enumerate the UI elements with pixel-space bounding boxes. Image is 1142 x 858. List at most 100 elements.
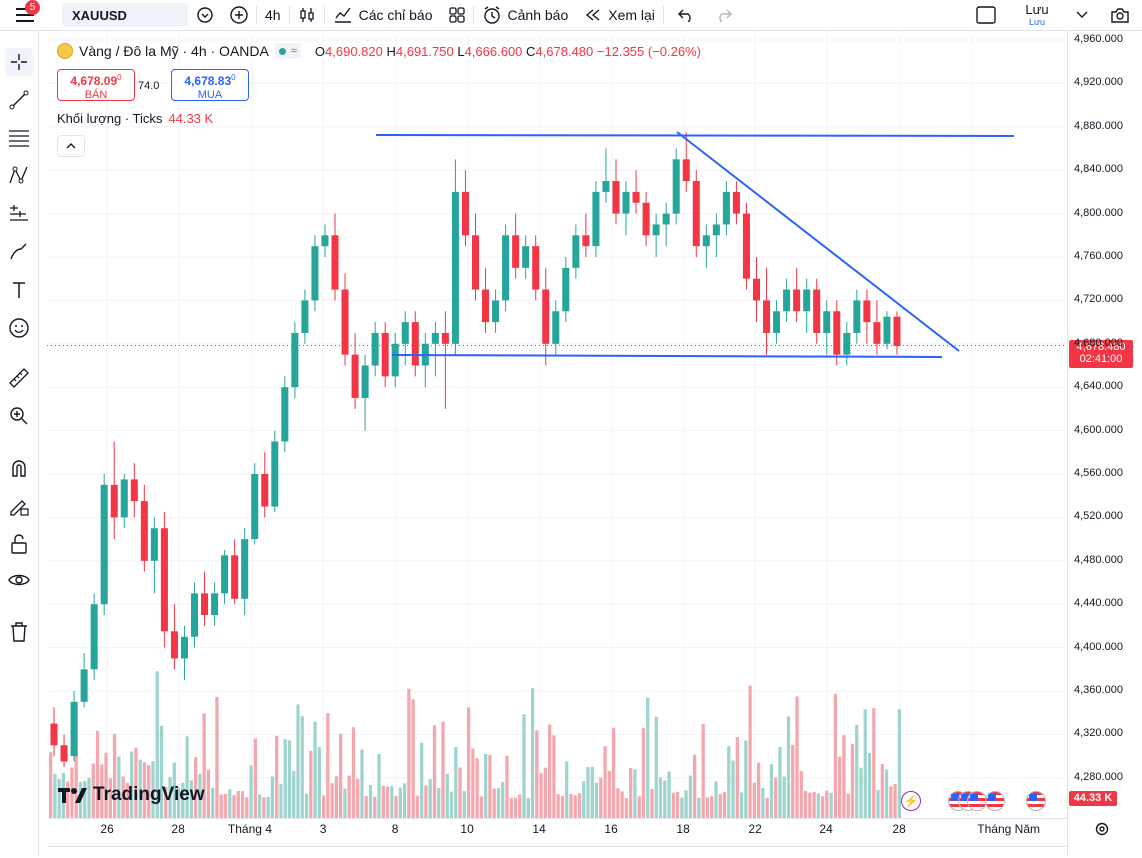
layout-button[interactable] [968,0,1004,30]
hamburger-menu-button[interactable]: 5 [0,0,50,30]
volume-bar [846,793,850,818]
replay-label: Xem lại [608,7,655,23]
volume-bar [484,753,488,818]
volume-bar [543,767,548,818]
buy-label: MUA [197,89,223,101]
brush-icon [10,243,27,260]
volume-bar [194,757,198,818]
time-axis-label: 22 [748,822,762,836]
volume-bar [535,730,539,818]
collapse-legend-button[interactable] [57,135,85,157]
interval-button[interactable]: 4h [257,0,289,30]
volume-bar [658,777,663,818]
time-axis-label: 16 [604,822,618,836]
candle-body [793,289,801,312]
volume-bar [343,788,347,818]
time-axis-label: 8 [391,822,399,836]
volume-bar [240,791,245,818]
candle-body [863,300,871,323]
volume-bar [744,740,748,818]
volume-bar [181,782,185,818]
lock-tool[interactable] [5,530,33,558]
price-axis-label: 4,720.000 [1074,293,1123,306]
compare-button[interactable] [188,0,222,30]
redo-button[interactable] [708,0,740,30]
candle-body [722,191,730,225]
volume-bar [637,796,641,818]
chart-settings-button[interactable] [1094,821,1110,840]
sell-label: BÁN [84,89,108,101]
volume-bar [373,796,377,818]
last-price-value: 4,678.480 [1076,341,1126,353]
buy-button[interactable]: 4,678.830 MUA [171,69,249,101]
trendline-tool[interactable] [5,86,33,114]
volume-bar [164,786,168,818]
price-axis-label: 4,800.000 [1074,206,1123,219]
price-axis[interactable] [1067,31,1142,857]
brush-tool[interactable] [5,238,33,266]
alert-button[interactable]: Cảnh báo [474,0,577,30]
resistance-line [375,134,1015,137]
volume-bar [449,791,454,818]
hide-tool[interactable] [5,566,33,594]
candle-body [401,322,409,344]
toolbar-divider [472,6,474,24]
save-options-button[interactable] [1068,0,1096,30]
market-status-badge[interactable]: ≈ [274,43,301,59]
volume-bar [441,721,445,818]
volume-bar [420,742,424,818]
candle-body [471,235,480,290]
volume-bar [838,756,842,818]
volume-bar [266,796,270,818]
snapshot-button[interactable] [1102,0,1138,30]
symbol-search-button[interactable]: XAUUSD [62,3,188,27]
templates-button[interactable] [441,0,473,30]
volume-bar [381,785,385,818]
sell-button[interactable]: 4,678.090 BÁN [57,69,135,101]
save-button[interactable]: Lưu Lưu [1012,0,1062,30]
candle-body [732,191,740,214]
tradingview-logo-icon [58,788,87,803]
volume-bar [795,696,799,818]
economic-event-flag[interactable] [967,791,987,811]
candle-body [361,365,369,399]
undo-button[interactable] [664,0,708,30]
chart-type-button[interactable] [290,0,324,30]
volume-bar [731,760,735,818]
fib-tool[interactable] [5,124,33,152]
forecast-tool[interactable] [5,200,33,228]
add-symbol-button[interactable] [222,0,256,30]
zoom-tool[interactable] [5,402,33,430]
candle-body [381,332,389,377]
time-axis[interactable] [47,818,1067,847]
emoji-tool[interactable] [5,314,33,342]
indicators-button[interactable]: Các chỉ báo [325,0,441,30]
candle-body [642,202,650,236]
lock-drawings-tool[interactable] [5,492,33,520]
volume-bar [778,746,782,818]
volume-bar [159,725,164,818]
candle-body [70,701,78,757]
text-tool[interactable] [5,276,33,304]
volume-bar [769,764,774,818]
economic-event-flag[interactable] [1026,791,1046,811]
price-chart[interactable] [47,31,1067,818]
templates-icon [448,7,465,23]
economic-event-flag[interactable] [985,791,1005,811]
trash-icon [11,622,27,642]
candle-body [241,539,249,599]
volume-bar [684,790,688,818]
magnet-tool[interactable] [5,454,33,482]
time-axis-label: 3 [319,822,327,836]
crosshair-tool[interactable] [5,48,33,76]
remove-drawings-tool[interactable] [5,618,33,646]
volume-bar [688,775,693,818]
replay-button[interactable]: Xem lại [576,0,663,30]
pattern-tool[interactable] [5,162,33,190]
volume-bar [663,780,667,818]
forecast-icon [10,205,28,221]
volume-bar [518,794,522,818]
volume-bar [548,724,552,818]
earnings-event-marker[interactable]: ⚡ [901,791,921,811]
ruler-tool[interactable] [5,364,33,392]
